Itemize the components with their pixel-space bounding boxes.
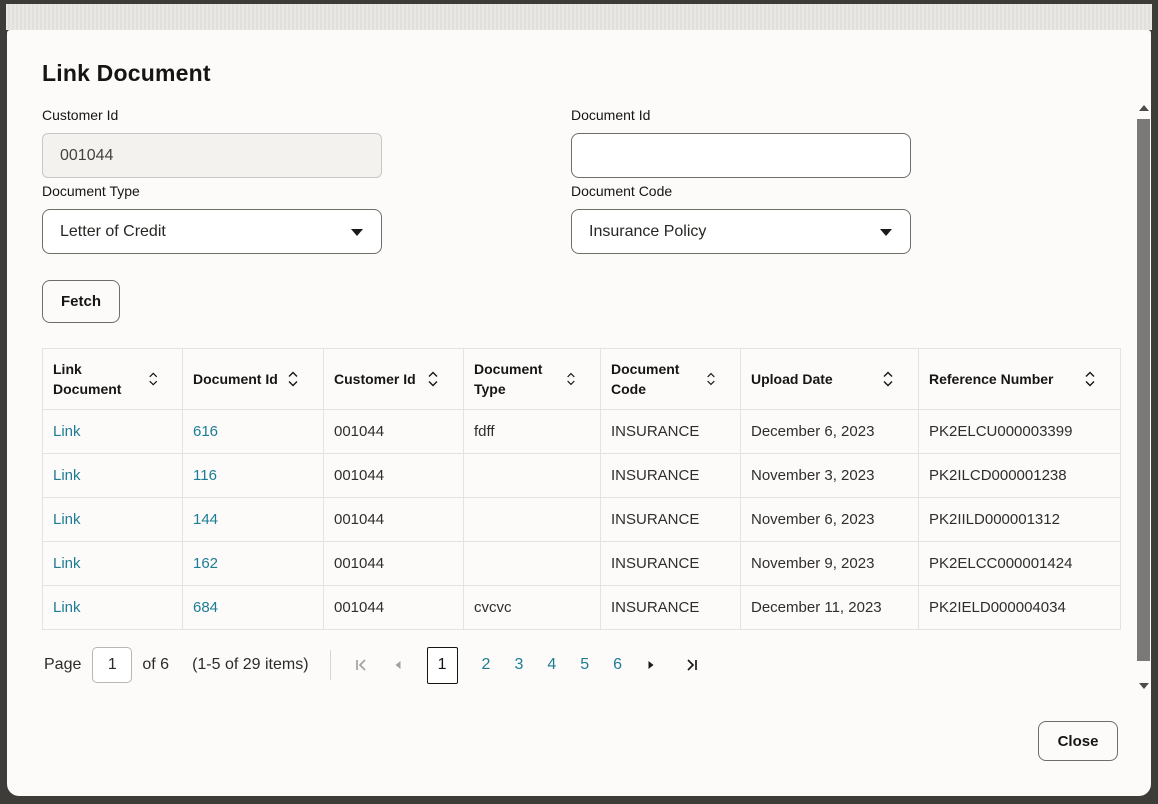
page-number-input[interactable] [92, 647, 133, 683]
document-type-select[interactable]: Letter of Credit [42, 209, 382, 254]
fetch-button[interactable]: Fetch [42, 280, 120, 323]
first-page-icon [355, 659, 366, 671]
sort-updown-icon [428, 371, 438, 387]
pagination-bar: Page of 6 (1-5 of 29 items) 1 2 3 4 5 6 [44, 643, 700, 687]
previous-page-icon [395, 661, 401, 669]
document-id-link[interactable]: 684 [193, 599, 219, 616]
column-header-upload-date[interactable]: Upload Date [740, 348, 919, 410]
link-document-dialog: Link Document Customer Id Document Id Do… [7, 30, 1151, 796]
next-page-button[interactable] [644, 658, 658, 672]
table-row: Link 162 001044 INSURANCE November 9, 2023 PK… [42, 541, 1121, 586]
document-id-link[interactable]: 616 [193, 423, 219, 440]
column-header-document-type[interactable]: Document Type [463, 348, 601, 410]
table-row: Link 116 001044 INSURANCE November 3, 2023 PK… [42, 453, 1121, 498]
link-document-link[interactable]: Link [53, 599, 81, 616]
table-row: Link 144 001044 INSURANCE November 6, 2023 PK… [42, 497, 1121, 542]
scroll-down-icon[interactable] [1139, 683, 1149, 689]
column-header-label: Customer Id [334, 371, 416, 387]
column-header-link-document[interactable]: Link Document [42, 348, 183, 410]
scroll-up-icon[interactable] [1139, 105, 1149, 111]
sort-updown-icon [1085, 371, 1095, 387]
link-document-link[interactable]: Link [53, 555, 81, 572]
sort-updown-icon [567, 372, 575, 386]
document-id-link[interactable]: 116 [193, 467, 217, 484]
items-summary: (1-5 of 29 items) [192, 656, 309, 673]
page-links: 1 2 3 4 5 6 [405, 646, 623, 684]
page-of-text: of 6 [142, 656, 170, 673]
document-code-label: Document Code [571, 183, 673, 199]
column-header-label: Document Code [611, 361, 680, 397]
table-body: Link 616 001044 fdff INSURANCE December 6, 20… [42, 409, 1121, 630]
last-page-icon [687, 659, 697, 671]
column-header-customer-id[interactable]: Customer Id [323, 348, 464, 410]
column-header-label: Document Type [474, 361, 543, 397]
link-document-link[interactable]: Link [53, 423, 81, 440]
document-id-link[interactable]: 162 [193, 555, 219, 572]
document-code-value: Insurance Policy [589, 222, 707, 240]
pagination-current-page[interactable]: 1 [426, 646, 458, 684]
table-header-row: Link Document Document Id Customer Id Docum… [42, 348, 1121, 410]
dialog-title: Link Document [42, 60, 211, 86]
pagination-page-5[interactable]: 5 [580, 656, 590, 673]
documents-table: Link Document Document Id Customer Id Docum… [42, 348, 1121, 630]
sort-updown-icon [883, 371, 893, 387]
background-page-strip [6, 4, 1152, 30]
pagination-page-6[interactable]: 6 [613, 656, 623, 673]
customer-id-field[interactable] [42, 133, 382, 178]
sort-updown-icon [148, 372, 157, 386]
column-header-reference-number[interactable]: Reference Number [918, 348, 1121, 410]
link-document-link[interactable]: Link [53, 467, 81, 484]
next-page-icon [648, 661, 654, 669]
column-header-label: Link Document [53, 361, 122, 397]
sort-updown-icon [707, 372, 715, 386]
customer-id-label: Customer Id [42, 107, 119, 123]
document-id-field[interactable] [571, 133, 911, 178]
chevron-down-icon [880, 228, 892, 236]
column-header-label: Upload Date [751, 371, 833, 387]
close-button[interactable]: Close [1038, 721, 1118, 761]
document-code-select[interactable]: Insurance Policy [571, 209, 911, 254]
document-id-link[interactable]: 144 [193, 511, 219, 528]
table-row: Link 616 001044 fdff INSURANCE December 6, 20… [42, 409, 1121, 454]
pagination-divider [329, 650, 331, 680]
column-header-document-id[interactable]: Document Id [182, 348, 324, 410]
column-header-label: Reference Number [929, 371, 1054, 387]
pagination-page-3[interactable]: 3 [514, 656, 524, 673]
pagination-page-2[interactable]: 2 [481, 656, 491, 673]
sort-updown-icon [288, 371, 298, 387]
chevron-down-icon [351, 228, 363, 236]
page-label: Page [44, 656, 82, 673]
document-id-label: Document Id [571, 107, 651, 123]
last-page-button[interactable] [684, 657, 700, 673]
previous-page-button[interactable] [391, 658, 405, 672]
pagination-page-4[interactable]: 4 [547, 656, 557, 673]
table-row: Link 684 001044 cvcvc INSURANCE December 11, … [42, 585, 1121, 630]
link-document-link[interactable]: Link [53, 511, 81, 528]
scrollbar-thumb[interactable] [1137, 119, 1150, 661]
vertical-scrollbar[interactable] [1137, 103, 1150, 695]
column-header-label: Document Id [193, 371, 278, 387]
first-page-button[interactable] [353, 657, 369, 673]
document-type-label: Document Type [42, 183, 140, 199]
column-header-document-code[interactable]: Document Code [600, 348, 741, 410]
document-type-value: Letter of Credit [60, 222, 166, 240]
